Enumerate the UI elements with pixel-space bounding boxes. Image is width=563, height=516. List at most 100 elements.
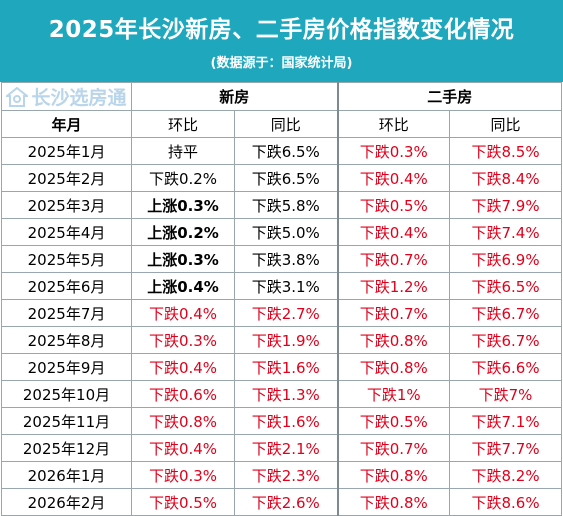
table-row: 2025年12月 下跌0.4% 下跌2.1% 下跌0.7% 下跌7.7% — [1, 434, 563, 462]
second-mom-cell: 下跌1.2% — [336, 272, 451, 300]
header-banner: 2025年长沙新房、二手房价格指数变化情况 (数据源于：国家统计局) — [0, 0, 563, 82]
second-mom-cell: 下跌0.8% — [336, 326, 451, 354]
month-cell: 2025年5月 — [1, 245, 132, 273]
second-mom-cell: 下跌0.7% — [336, 245, 451, 273]
new-mom-cell: 下跌0.4% — [131, 299, 235, 327]
new-mom-cell: 下跌0.5% — [131, 488, 235, 516]
new-yoy-cell: 下跌5.8% — [233, 191, 339, 219]
new-yoy-cell: 下跌1.6% — [233, 353, 339, 381]
second-yoy-cell: 下跌7.9% — [449, 191, 563, 219]
month-cell: 2025年11月 — [1, 407, 132, 435]
new-mom-cell: 上涨0.3% — [131, 191, 235, 219]
new-mom-cell: 上涨0.4% — [131, 272, 235, 300]
table-row: 2025年3月 上涨0.3% 下跌5.8% 下跌0.5% 下跌7.9% — [1, 191, 563, 219]
second-mom-cell: 下跌0.7% — [336, 434, 451, 462]
month-cell: 2025年7月 — [1, 299, 132, 327]
page-title: 2025年长沙新房、二手房价格指数变化情况 — [48, 17, 515, 43]
group-header-second: 二手房 — [336, 82, 563, 111]
new-mom-cell: 持平 — [131, 137, 235, 165]
second-mom-cell: 下跌0.3% — [336, 137, 451, 165]
new-mom-cell: 下跌0.6% — [131, 380, 235, 408]
month-cell: 2025年8月 — [1, 326, 132, 354]
new-mom-cell: 下跌0.4% — [131, 353, 235, 381]
month-cell: 2025年9月 — [1, 353, 132, 381]
new-yoy-header: 同比 — [233, 110, 339, 138]
column-header-row: 年月 环比 同比 环比 同比 — [1, 110, 563, 138]
new-mom-cell: 下跌0.4% — [131, 434, 235, 462]
second-mom-cell: 下跌0.5% — [336, 191, 451, 219]
second-mom-cell: 下跌0.8% — [336, 461, 451, 489]
second-yoy-cell: 下跌8.5% — [449, 137, 563, 165]
month-cell: 2025年2月 — [1, 164, 132, 192]
table-row: 2025年2月 下跌0.2% 下跌6.5% 下跌0.4% 下跌8.4% — [1, 164, 563, 192]
table-row: 2026年1月 下跌0.3% 下跌2.3% 下跌0.8% 下跌8.2% — [1, 461, 563, 489]
second-yoy-cell: 下跌6.6% — [449, 353, 563, 381]
new-mom-cell: 下跌0.8% — [131, 407, 235, 435]
second-yoy-cell: 下跌7.1% — [449, 407, 563, 435]
new-yoy-cell: 下跌2.6% — [233, 488, 339, 516]
new-yoy-cell: 下跌2.3% — [233, 461, 339, 489]
second-yoy-cell: 下跌6.7% — [449, 299, 563, 327]
second-mom-cell: 下跌0.7% — [336, 299, 451, 327]
table-row: 2025年5月 上涨0.3% 下跌3.8% 下跌0.7% 下跌6.9% — [1, 245, 563, 273]
second-yoy-cell: 下跌8.4% — [449, 164, 563, 192]
table-row: 2025年1月 持平 下跌6.5% 下跌0.3% 下跌8.5% — [1, 137, 563, 165]
second-yoy-header: 同比 — [449, 110, 563, 138]
new-yoy-cell: 下跌1.6% — [233, 407, 339, 435]
month-cell: 2025年3月 — [1, 191, 132, 219]
second-yoy-cell: 下跌6.9% — [449, 245, 563, 273]
month-cell: 2026年2月 — [1, 488, 132, 516]
new-mom-cell: 下跌0.3% — [131, 461, 235, 489]
watermark-text: 长沙选房通 — [31, 87, 127, 109]
new-yoy-cell: 下跌6.5% — [233, 137, 339, 165]
table-row: 2025年9月 下跌0.4% 下跌1.6% 下跌0.8% 下跌6.6% — [1, 353, 563, 381]
new-yoy-cell: 下跌5.0% — [233, 218, 339, 246]
month-column-header: 年月 — [1, 110, 132, 138]
second-mom-cell: 下跌0.4% — [336, 164, 451, 192]
table-row: 2025年11月 下跌0.8% 下跌1.6% 下跌0.5% 下跌7.1% — [1, 407, 563, 435]
month-cell: 2025年12月 — [1, 434, 132, 462]
table-row: 2025年10月 下跌0.6% 下跌1.3% 下跌1% 下跌7% — [1, 380, 563, 408]
second-mom-cell: 下跌1% — [336, 380, 451, 408]
month-cell: 2026年1月 — [1, 461, 132, 489]
new-yoy-cell: 下跌1.3% — [233, 380, 339, 408]
month-cell: 2025年6月 — [1, 272, 132, 300]
second-mom-cell: 下跌0.4% — [336, 218, 451, 246]
house-logo-icon — [6, 86, 29, 107]
new-mom-cell: 上涨0.2% — [131, 218, 235, 246]
new-yoy-cell: 下跌3.8% — [233, 245, 339, 273]
second-mom-header: 环比 — [336, 110, 451, 138]
new-yoy-cell: 下跌2.7% — [233, 299, 339, 327]
price-index-table: 长沙选房通 新房 二手房 年月 环比 同比 环比 同比 2025年1月 持平 下跌6… — [1, 82, 563, 516]
source-note: (数据源于：国家统计局) — [210, 56, 353, 71]
month-cell: 2025年1月 — [1, 137, 132, 165]
second-yoy-cell: 下跌7.7% — [449, 434, 563, 462]
table-row: 2025年4月 上涨0.2% 下跌5.0% 下跌0.4% 下跌7.4% — [1, 218, 563, 246]
second-mom-cell: 下跌0.8% — [336, 488, 451, 516]
table-row: 2026年2月 下跌0.5% 下跌2.6% 下跌0.8% 下跌8.6% — [1, 488, 563, 516]
new-yoy-cell: 下跌1.9% — [233, 326, 339, 354]
new-yoy-cell: 下跌3.1% — [233, 272, 339, 300]
new-yoy-cell: 下跌6.5% — [233, 164, 339, 192]
month-cell: 2025年10月 — [1, 380, 132, 408]
second-yoy-cell: 下跌8.6% — [449, 488, 563, 516]
second-mom-cell: 下跌0.5% — [336, 407, 451, 435]
second-yoy-cell: 下跌8.2% — [449, 461, 563, 489]
second-mom-cell: 下跌0.8% — [336, 353, 451, 381]
second-yoy-cell: 下跌7.4% — [449, 218, 563, 246]
new-yoy-cell: 下跌2.1% — [233, 434, 339, 462]
table-row: 2025年8月 下跌0.3% 下跌1.9% 下跌0.8% 下跌6.7% — [1, 326, 563, 354]
new-mom-cell: 下跌0.3% — [131, 326, 235, 354]
month-cell: 2025年4月 — [1, 218, 132, 246]
new-mom-cell: 上涨0.3% — [131, 245, 235, 273]
second-yoy-cell: 下跌6.7% — [449, 326, 563, 354]
new-mom-cell: 下跌0.2% — [131, 164, 235, 192]
new-mom-header: 环比 — [131, 110, 235, 138]
table-row: 2025年7月 下跌0.4% 下跌2.7% 下跌0.7% 下跌6.7% — [1, 299, 563, 327]
group-header-new: 新房 — [130, 82, 339, 111]
watermark-logo: 长沙选房通 — [1, 82, 132, 111]
table-row: 2025年6月 上涨0.4% 下跌3.1% 下跌1.2% 下跌6.5% — [1, 272, 563, 300]
group-header-row: 长沙选房通 新房 二手房 — [1, 82, 563, 111]
second-yoy-cell: 下跌6.5% — [449, 272, 563, 300]
